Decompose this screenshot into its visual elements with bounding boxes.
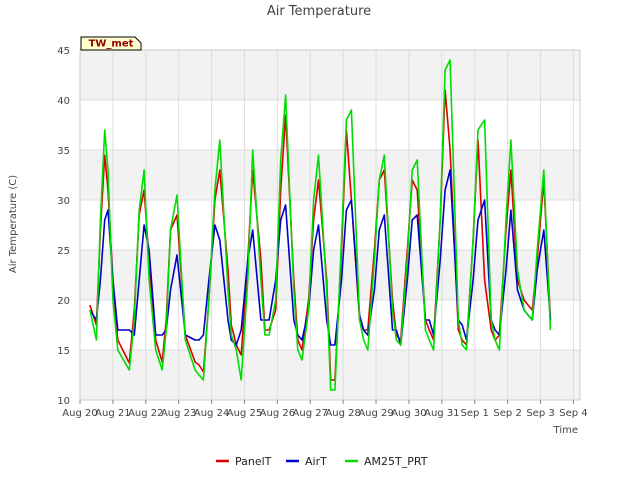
plot-frame (79, 49, 581, 401)
y-axis-label: Air Temperature (C) (8, 175, 19, 273)
x-tick-label: Sep 2 (493, 408, 521, 419)
y-tick-label: 45 (57, 46, 70, 57)
chart-title: Air Temperature (267, 4, 371, 19)
x-tick-label: Aug 26 (260, 408, 295, 419)
x-tick-label: Aug 20 (62, 408, 97, 419)
y-tick-label: 15 (57, 346, 70, 357)
badge-box (80, 36, 142, 51)
series-lines (89, 59, 552, 391)
x-tick-label: Aug 30 (391, 408, 426, 419)
legend-label: AM25T_PRT (364, 455, 428, 468)
y-tick-label: 30 (57, 196, 70, 207)
x-tick-label: Aug 28 (325, 408, 360, 419)
series-line-am25t-prt (89, 59, 552, 391)
x-tick-label: Aug 29 (358, 408, 393, 419)
x-tick-label: Sep 3 (526, 408, 554, 419)
legend: PanelT AirT AM25T_PRT (216, 455, 428, 468)
x-tick-label: Sep 4 (559, 408, 587, 419)
plot-band (80, 200, 580, 250)
x-tick-label: Aug 27 (293, 408, 328, 419)
x-tick-label: Aug 21 (95, 408, 130, 419)
y-axis-ticks: 10 15 20 25 30 35 40 45 (57, 46, 70, 407)
y-tick-label: 40 (57, 96, 70, 107)
x-tick-label: Aug 22 (128, 408, 163, 419)
y-tick-label: 20 (57, 296, 70, 307)
station-badge: TW_met (80, 36, 142, 51)
plot-bands (80, 50, 580, 400)
plot-band (80, 100, 580, 150)
y-tick-label: 35 (57, 146, 70, 157)
plot-band (80, 50, 580, 100)
legend-label: AirT (305, 455, 327, 468)
legend-label: PanelT (235, 455, 272, 468)
plot-band (80, 150, 580, 200)
plot-band (80, 250, 580, 300)
badge-label: TW_met (89, 39, 134, 50)
x-tick-label: Aug 23 (161, 408, 196, 419)
x-tick-label: Aug 25 (227, 408, 262, 419)
x-tick-label: Aug 24 (194, 408, 229, 419)
y-tick-label: 25 (57, 246, 70, 257)
x-tick-label: Sep 1 (461, 408, 489, 419)
y-tick-label: 10 (57, 396, 70, 407)
x-tick-label: Aug 31 (424, 408, 459, 419)
x-axis-label: Time (553, 425, 578, 436)
